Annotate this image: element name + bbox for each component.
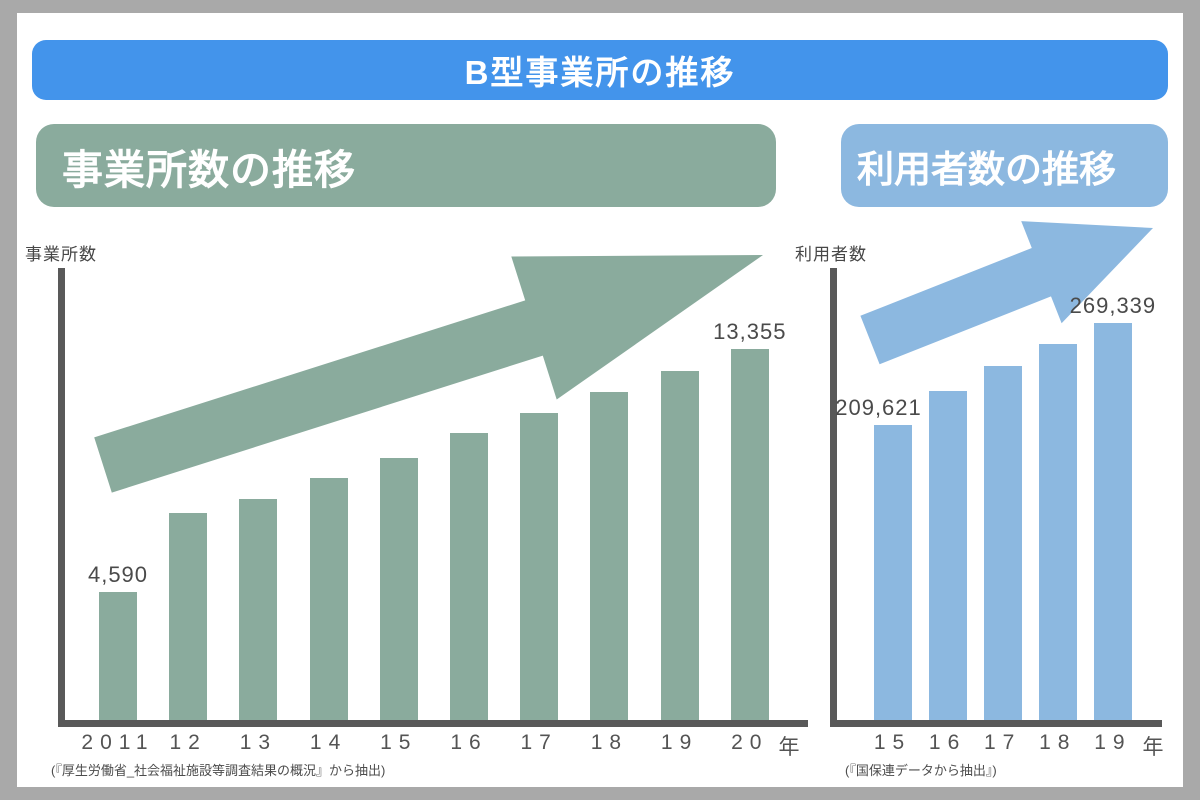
value-label: 269,339 [1069,293,1157,318]
value-label: 4,590 [87,562,149,587]
bar [1038,344,1077,720]
x-tick-label: 15 [380,731,418,754]
right-x-axis [830,720,1162,727]
value-label: 13,355 [713,319,787,344]
bar [590,392,629,720]
bar [1093,323,1132,720]
right-source-note: (『国保連データから抽出』) [845,763,997,778]
left-y-axis [58,268,65,727]
trend-arrows-layer [94,221,1153,493]
left-y-axis-caption: 事業所数 [25,245,97,264]
bar [379,458,418,720]
x-tick-label: 14 [309,731,348,754]
bar [928,391,967,720]
left-chart-banner: 事業所数の推移 [36,124,776,207]
x-tick-label: 17 [520,731,558,754]
x-tick-label: 19 [1094,731,1132,754]
right-trend-arrow-icon [860,221,1153,365]
x-tick-label: 18 [590,731,629,754]
bar [730,349,769,720]
right-y-axis [830,268,837,727]
right-chart-banner: 利用者数の推移 [841,124,1168,207]
x-tick-label: 2011 [81,731,155,754]
left-x-axis [58,720,808,727]
value-label: 209,621 [835,395,922,420]
x-tick-label: 16 [928,731,967,754]
bar [239,499,278,720]
bar [520,413,559,720]
bar [309,478,348,720]
x-tick-label: 17 [984,731,1022,754]
bar [983,366,1022,720]
x-tick-label: 13 [239,731,278,754]
bar [99,592,137,720]
x-tick-label: 19 [660,731,699,754]
x-tick-label: 18 [1039,731,1077,754]
bar [450,433,488,720]
left-x-axis-unit: 年 [778,736,800,759]
left-chart-title: 事業所数の推移 [62,146,356,193]
main-title: B型事業所の推移 [464,54,736,91]
left-source-note: (『厚生労働省_社会福祉施設等調査結果の概況』から抽出) [51,763,386,778]
main-title-banner: B型事業所の推移 [32,40,1168,100]
x-tick-label: 15 [873,731,912,754]
bar [660,371,699,720]
right-y-axis-caption: 利用者数 [795,245,867,264]
x-tick-label: 20 [731,731,769,754]
bar [873,425,912,720]
right-x-axis-unit: 年 [1142,736,1164,759]
x-tick-label: 12 [169,731,207,754]
x-tick-label: 16 [450,731,488,754]
right-chart-title: 利用者数の推移 [857,148,1116,190]
bar [169,513,208,720]
left-trend-arrow-icon [94,255,763,493]
slide-canvas: B型事業所の推移 事業所数の推移 利用者数の推移 事業所数 利用者数 2011 4… [17,13,1183,787]
